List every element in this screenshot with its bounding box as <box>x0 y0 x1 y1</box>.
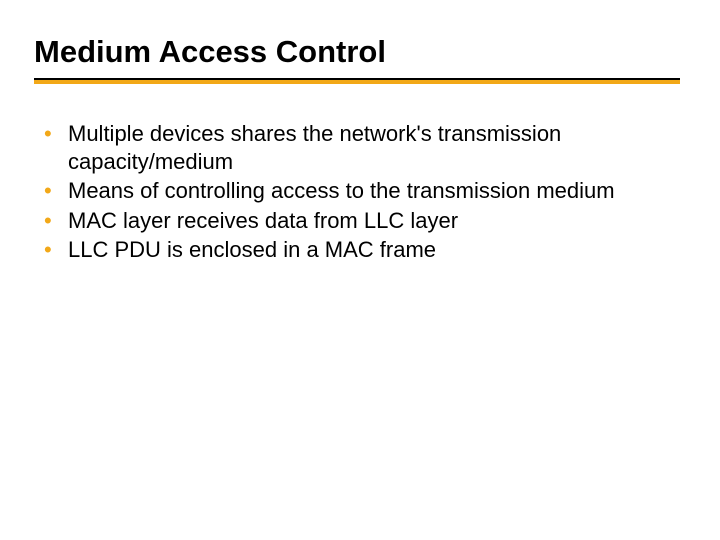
title-rule-accent <box>34 80 680 84</box>
slide-title: Medium Access Control <box>34 34 680 70</box>
slide: Medium Access Control Multiple devices s… <box>0 0 720 540</box>
title-block: Medium Access Control <box>34 34 680 90</box>
bullet-list: Multiple devices shares the network's tr… <box>38 120 680 264</box>
list-item: Multiple devices shares the network's tr… <box>38 120 680 175</box>
list-item: LLC PDU is enclosed in a MAC frame <box>38 236 680 264</box>
list-item: Means of controlling access to the trans… <box>38 177 680 205</box>
list-item: MAC layer receives data from LLC layer <box>38 207 680 235</box>
body-area: Multiple devices shares the network's tr… <box>34 90 680 264</box>
